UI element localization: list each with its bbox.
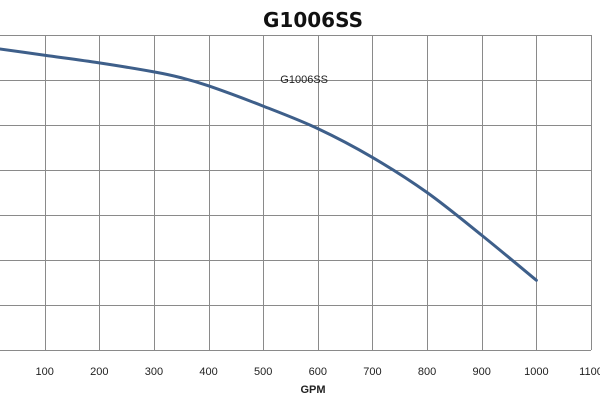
- grid: [0, 35, 592, 351]
- x-tick-label: 600: [309, 366, 327, 378]
- series-line: [0, 47, 538, 282]
- x-tick-label: 100: [35, 366, 53, 378]
- x-axis-label: GPM: [300, 384, 325, 396]
- x-tick-label: 900: [473, 366, 491, 378]
- x-tick-label: 400: [199, 366, 217, 378]
- series-layer: [0, 47, 538, 282]
- x-tick-label: 500: [254, 366, 272, 378]
- x-tick-label: 1000: [524, 366, 548, 378]
- x-tick-label: 300: [145, 366, 163, 378]
- x-tick-label: 200: [90, 366, 108, 378]
- x-tick-label: 700: [363, 366, 381, 378]
- x-tick-label: 800: [418, 366, 436, 378]
- chart-title: G1006SS: [263, 8, 363, 32]
- x-axis-ticks: 100 200 300 400 500 600 700 800 900 1000 1100: [35, 366, 600, 378]
- curve-annotation: G1006SS: [280, 74, 328, 86]
- annotations: G1006SS: [280, 74, 328, 86]
- x-tick-label: 1100: [579, 366, 600, 378]
